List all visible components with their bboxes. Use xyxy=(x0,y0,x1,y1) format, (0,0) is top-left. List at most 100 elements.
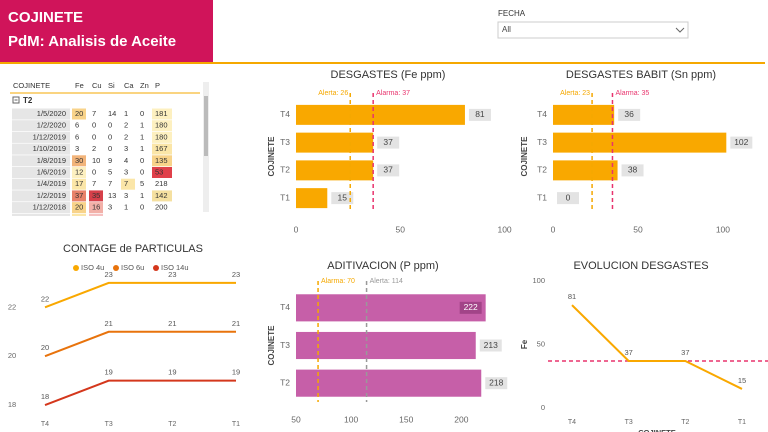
legend-label: ISO 14u xyxy=(161,263,189,272)
value-cell: 0 xyxy=(108,132,112,141)
filter-dropdown[interactable]: All xyxy=(497,21,689,39)
data-label: 19 xyxy=(168,368,176,377)
date-cell: 1/6/2019 xyxy=(37,167,66,176)
data-label: 81 xyxy=(475,109,485,119)
value-cell: 167 xyxy=(155,144,168,153)
scrollbar-thumb[interactable] xyxy=(204,96,208,156)
bar xyxy=(553,104,615,125)
data-label: 0 xyxy=(566,192,571,202)
bar xyxy=(296,104,465,125)
bar xyxy=(296,331,476,360)
value-cell: 13 xyxy=(108,191,116,200)
value-cell: 0 xyxy=(108,144,112,153)
date-cell: 1/12/2018 xyxy=(33,203,66,212)
value-cell: 5 xyxy=(108,167,112,176)
group-toggle[interactable] xyxy=(12,96,20,104)
heat-cell xyxy=(152,167,172,178)
data-label-box xyxy=(618,108,641,121)
y-tick-label: T4 xyxy=(537,109,547,119)
value-cell: 0 xyxy=(140,156,144,165)
data-label-box xyxy=(621,164,644,177)
reference-label: Alerta: 114 xyxy=(370,278,403,285)
heat-cell xyxy=(121,178,135,190)
data-label: 37 xyxy=(681,348,689,357)
value-cell: 0 xyxy=(92,121,96,130)
data-label: 23 xyxy=(168,270,176,279)
value-cell: 200 xyxy=(155,203,168,212)
date-cell: 1/2/2020 xyxy=(37,121,66,130)
value-cell: 1 xyxy=(140,191,144,200)
date-cell: 1/10/2018 xyxy=(33,214,66,223)
bar xyxy=(296,188,328,209)
dropdown-chevron[interactable] xyxy=(675,27,685,33)
y-axis-label: COJINETE xyxy=(267,325,276,366)
y-axis-label: Fe xyxy=(520,339,529,349)
date-cell: 1/5/2020 xyxy=(37,109,66,118)
date-cell-bg xyxy=(12,202,70,214)
chart-title: ADITIVACION (P ppm) xyxy=(327,260,438,272)
x-tick-label: 50 xyxy=(291,414,301,424)
heat-cell xyxy=(72,202,86,214)
data-label: 18 xyxy=(41,392,49,401)
data-label: 19 xyxy=(104,368,112,377)
data-label-box xyxy=(331,192,354,205)
value-cell: 20 xyxy=(75,109,83,118)
y-tick-label: 0 xyxy=(541,403,545,412)
y-tick-label: T3 xyxy=(537,137,547,147)
value-cell: 218 xyxy=(155,179,168,188)
bar xyxy=(296,132,374,153)
x-tick-label: 0 xyxy=(294,224,299,234)
dropdown-box[interactable] xyxy=(497,21,689,39)
column-header: Cu xyxy=(92,81,102,90)
data-label: 21 xyxy=(232,319,240,328)
y-tick-label: 18 xyxy=(8,400,16,409)
value-cell: 180 xyxy=(155,121,168,130)
chart-title: CONTAGE de PARTICULAS xyxy=(63,243,203,255)
column-header: Fe xyxy=(75,81,84,90)
x-tick-label: T2 xyxy=(681,419,689,426)
value-cell: 3 xyxy=(124,144,128,153)
date-cell-bg xyxy=(12,131,70,143)
date-cell-bg xyxy=(12,178,70,190)
value-cell: 3 xyxy=(124,167,128,176)
x-tick-label: 50 xyxy=(633,224,643,234)
date-cell-bg xyxy=(12,108,70,120)
date-cell-bg xyxy=(12,155,70,167)
value-cell: 9 xyxy=(108,214,112,223)
dropdown-value[interactable]: All xyxy=(502,25,511,34)
value-cell: 4 xyxy=(124,156,128,165)
data-label-box xyxy=(468,108,491,121)
heat-cell xyxy=(89,213,103,216)
header-title: COJINETE xyxy=(8,9,83,26)
y-tick-label: T2 xyxy=(280,165,290,175)
y-tick-label: T2 xyxy=(280,377,290,387)
value-cell: 142 xyxy=(155,191,168,200)
x-tick-label: T1 xyxy=(738,419,746,426)
y-tick-label: 22 xyxy=(8,302,16,311)
value-cell: 18 xyxy=(75,214,83,223)
y-tick-label: T3 xyxy=(280,137,290,147)
heat-cell xyxy=(72,167,86,178)
data-label-box xyxy=(459,301,482,314)
data-label-box xyxy=(377,136,400,149)
reference-label: Alarma: 35 xyxy=(615,90,649,97)
data-label: 37 xyxy=(383,137,393,147)
heat-cell xyxy=(72,190,86,202)
value-cell: 37 xyxy=(75,191,83,200)
value-cell: 3 xyxy=(75,144,79,153)
data-label: 222 xyxy=(464,302,478,312)
header-box xyxy=(0,0,213,62)
data-label-box xyxy=(485,377,508,390)
data-label-box xyxy=(557,192,579,205)
value-cell: 16 xyxy=(92,203,100,212)
line-series xyxy=(44,379,236,407)
data-label: 15 xyxy=(338,192,348,202)
y-tick-label: T3 xyxy=(280,340,290,350)
legend-marker xyxy=(153,265,159,271)
value-cell: 7 xyxy=(92,109,96,118)
data-label: 37 xyxy=(624,348,632,357)
value-cell: 1 xyxy=(140,214,144,223)
heat-cell xyxy=(152,108,172,120)
data-label: 23 xyxy=(232,270,240,279)
reference-label: Alarma: 37 xyxy=(376,90,410,97)
